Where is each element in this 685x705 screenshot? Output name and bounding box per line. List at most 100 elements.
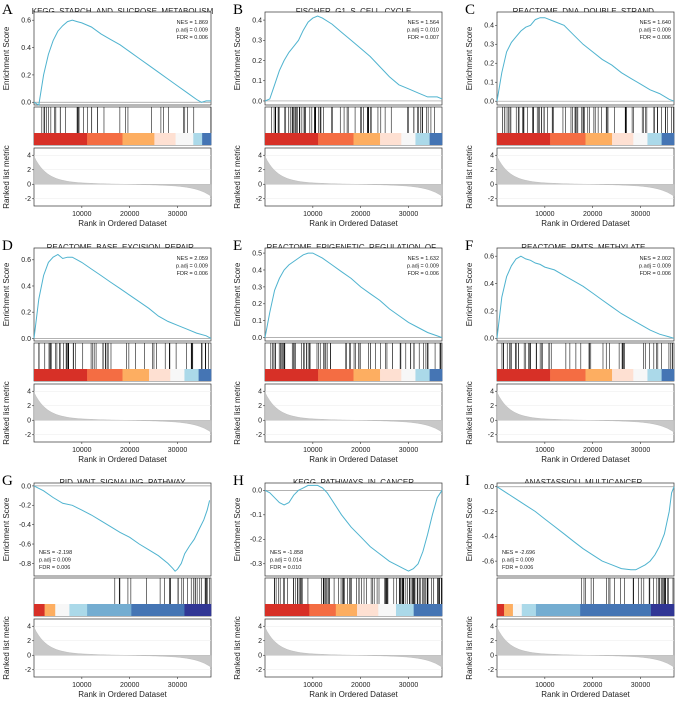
es-tick-label: 0.2 xyxy=(21,310,31,317)
es-tick-label: 0.1 xyxy=(252,318,262,325)
rank-tick-label: 0 xyxy=(490,182,494,189)
es-curve xyxy=(33,19,211,106)
stat-label: p.adj = 0.010 xyxy=(407,28,439,34)
heat-segment xyxy=(184,604,212,616)
es-tick-label: -0.6 xyxy=(482,559,494,566)
heat-segment xyxy=(661,369,675,381)
es-tick-label: 0.2 xyxy=(252,58,262,65)
heat-segment xyxy=(131,604,185,616)
rank-tick-label: 2 xyxy=(27,167,31,174)
rank-frame xyxy=(264,147,443,207)
rank-area xyxy=(33,627,212,668)
es-curve xyxy=(264,15,443,102)
heat-segment xyxy=(535,604,581,616)
heat-segment xyxy=(612,133,634,145)
heat-segment xyxy=(87,604,132,616)
es-tick-label: 0.4 xyxy=(252,17,262,24)
es-tick-label: 0.3 xyxy=(484,42,494,49)
x-tick-label: 20000 xyxy=(120,682,140,689)
rank-tick-label: -2 xyxy=(488,432,494,439)
es-frame xyxy=(496,482,675,577)
heat-segment xyxy=(202,133,212,145)
es-ylabel: Enrichment Score xyxy=(233,26,242,90)
es-tick-label: 0.1 xyxy=(252,78,262,85)
rank-tick-label: 2 xyxy=(490,403,494,410)
heat-segment xyxy=(380,133,402,145)
x-tick-label: 10000 xyxy=(72,682,92,689)
es-tick-label: 0.0 xyxy=(484,484,494,491)
panel-letter: C xyxy=(465,2,475,18)
rank-ylabel: Ranked list metric xyxy=(465,381,474,445)
panel-b: B FISCHER_G1_S_CELL_CYCLE 0.4 0.3 0.2 0.1 0.0 E… xyxy=(233,2,443,228)
es-tick-label: -0.3 xyxy=(250,561,262,568)
es-tick-label: 0.4 xyxy=(21,283,31,290)
es-tick-label: 0.3 xyxy=(252,284,262,291)
rank-ylabel: Ranked list metric xyxy=(465,616,474,680)
x-tick-label: 20000 xyxy=(351,447,371,454)
es-tick-label: -0.4 xyxy=(19,522,31,529)
es-ylabel: Enrichment Score xyxy=(233,262,242,326)
es-tick-label: 0.6 xyxy=(21,257,31,264)
stat-label: p.adj = 0.014 xyxy=(270,558,302,564)
es-tick-label: 0.3 xyxy=(252,38,262,45)
heat-segment xyxy=(512,604,523,616)
rank-tick-label: 2 xyxy=(258,638,262,645)
x-tick-label: 10000 xyxy=(535,447,555,454)
panel-h: H KEGG_PATHWAYS_IN_CANCER 0.0 -0.1 -0.2 -0.3 E… xyxy=(233,473,443,699)
heat-segment xyxy=(265,133,319,145)
heat-segment xyxy=(378,604,397,616)
panel-letter: B xyxy=(233,2,243,18)
stat-label: NES = -2.198 xyxy=(39,550,72,556)
es-tick-label: 0.0 xyxy=(21,483,31,490)
heat-segment xyxy=(401,369,416,381)
heat-segment xyxy=(650,604,675,616)
heat-segment xyxy=(585,369,613,381)
es-curve xyxy=(496,17,675,102)
heat-segment xyxy=(318,133,354,145)
rank-area xyxy=(33,392,212,433)
es-frame xyxy=(264,11,443,106)
x-tick-label: 10000 xyxy=(303,211,323,218)
rank-tick-label: -2 xyxy=(256,432,262,439)
es-tick-label: 0.0 xyxy=(21,336,31,343)
es-tick-label: 0.0 xyxy=(484,99,494,106)
heat-segment xyxy=(122,369,150,381)
heat-segment xyxy=(612,369,634,381)
es-tick-label: -0.8 xyxy=(19,561,31,568)
es-curve xyxy=(496,255,675,339)
rank-tick-label: 0 xyxy=(258,182,262,189)
rank-tick-label: -2 xyxy=(25,667,31,674)
heat-segment xyxy=(122,133,155,145)
rank-tick-label: 4 xyxy=(27,153,31,160)
heat-segment xyxy=(193,133,203,145)
es-frame xyxy=(33,11,212,106)
rank-tick-label: 4 xyxy=(27,389,31,396)
stat-label: FDR = 0.006 xyxy=(502,565,533,571)
es-curve xyxy=(496,486,675,571)
rank-tick-label: 2 xyxy=(258,167,262,174)
es-tick-label: -0.4 xyxy=(482,534,494,541)
x-tick-label: 30000 xyxy=(631,447,651,454)
rank-tick-label: 4 xyxy=(490,624,494,631)
es-tick-label: 0.6 xyxy=(484,254,494,261)
stat-label: FDR = 0.006 xyxy=(408,271,439,277)
rank-tick-label: -2 xyxy=(256,196,262,203)
stat-label: NES = 1.564 xyxy=(408,20,439,26)
es-tick-label: 0.2 xyxy=(252,301,262,308)
stat-label: FDR = 0.006 xyxy=(640,271,671,277)
stat-label: FDR = 0.006 xyxy=(177,271,208,277)
rank-tick-label: 2 xyxy=(490,638,494,645)
rank-tick-label: 2 xyxy=(27,403,31,410)
stat-label: p.adj = 0.009 xyxy=(176,28,208,34)
rank-frame xyxy=(496,147,675,207)
heat-segment xyxy=(550,369,586,381)
x-tick-label: 10000 xyxy=(72,447,92,454)
panel-letter: F xyxy=(465,238,473,254)
heat-segment xyxy=(497,604,505,616)
es-tick-label: -0.2 xyxy=(19,503,31,510)
heat-segment xyxy=(504,604,514,616)
panel-title: FISCHER_G1_S_CELL_CYCLE xyxy=(296,7,412,16)
heat-segment xyxy=(429,369,443,381)
panel-letter: H xyxy=(233,473,244,489)
x-axis-label: Rank in Ordered Dataset xyxy=(309,455,398,464)
